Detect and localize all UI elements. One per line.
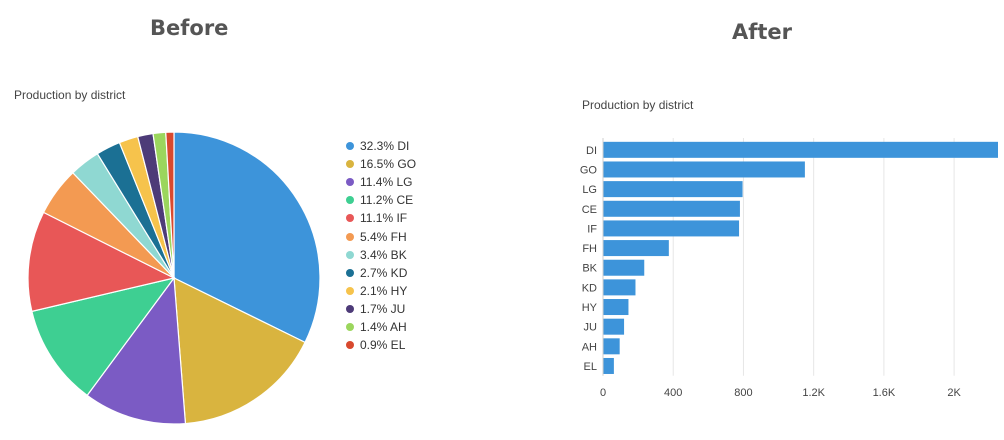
- legend-item-ce: 11.2% CE: [346, 191, 416, 209]
- pie-slice-lg: [86, 276, 187, 425]
- legend-swatch: [346, 341, 354, 350]
- bar-label-fh: FH: [582, 243, 597, 255]
- bar-label-lg: LG: [582, 184, 597, 196]
- bar-label-el: EL: [584, 361, 597, 373]
- legend-item-ju: 1.7% JU: [346, 300, 416, 318]
- bar-el: [603, 357, 614, 374]
- legend-label: 2.1% HY: [360, 283, 408, 298]
- before-heading: Before: [150, 16, 229, 40]
- legend-label: 11.4% LG: [360, 175, 413, 190]
- legend-label: 1.7% JU: [360, 301, 406, 316]
- x-tick-label: 800: [734, 387, 752, 399]
- bar-ce: [603, 200, 740, 217]
- legend-swatch: [346, 250, 354, 259]
- legend-item-go: 16.5% GO: [346, 155, 416, 173]
- bar-ah: [603, 338, 620, 355]
- legend-swatch: [346, 160, 354, 169]
- legend-item-kd: 2.7% KD: [346, 264, 416, 282]
- bar-label-kd: KD: [582, 282, 597, 294]
- legend-swatch: [346, 196, 354, 205]
- legend-item-di: 32.3% DI: [346, 137, 416, 155]
- bar-label-go: GO: [580, 164, 598, 176]
- pie-slice-di: [173, 131, 321, 344]
- x-tick-label: 0: [600, 387, 606, 399]
- pie-slice-go: [173, 276, 306, 425]
- x-tick-label: 2K: [947, 387, 961, 399]
- legend-label: 1.4% AH: [360, 319, 407, 334]
- legend-swatch: [346, 268, 354, 277]
- bar-go: [603, 161, 805, 178]
- legend-label: 32.3% DI: [360, 139, 410, 154]
- pie-legend: 32.3% DI 16.5% GO 11.4% LG 11.2% CE 11.1% IF…: [346, 137, 416, 354]
- bar-label-hy: HY: [582, 302, 598, 314]
- legend-item-el: 0.9% EL: [346, 336, 416, 354]
- bar-label-ju: JU: [584, 322, 598, 334]
- legend-label: 11.2% CE: [360, 193, 414, 208]
- legend-item-hy: 2.1% HY: [346, 282, 416, 300]
- legend-label: 0.9% EL: [360, 338, 406, 353]
- legend-label: 3.4% BK: [360, 247, 407, 262]
- bar-label-ce: CE: [582, 204, 597, 216]
- bar-label-if: IF: [587, 223, 597, 235]
- bar-bk: [603, 259, 645, 276]
- bar-chart-title: Production by district: [582, 98, 694, 112]
- bar-label-ah: AH: [582, 341, 597, 353]
- legend-swatch: [346, 232, 354, 241]
- legend-swatch: [346, 322, 354, 331]
- bar-label-di: DI: [586, 145, 597, 157]
- bar-di: [603, 141, 998, 158]
- bar-label-bk: BK: [582, 263, 597, 275]
- bar-lg: [603, 181, 743, 198]
- legend-label: 5.4% FH: [360, 229, 407, 244]
- pie-slice-ce: [31, 277, 176, 397]
- legend-swatch: [346, 142, 354, 151]
- legend-swatch: [346, 286, 354, 295]
- legend-label: 2.7% KD: [360, 265, 408, 280]
- bar-ju: [603, 318, 625, 335]
- legend-item-fh: 5.4% FH: [346, 227, 416, 245]
- x-tick-label: 1.2K: [802, 387, 825, 399]
- legend-swatch: [346, 304, 354, 313]
- bar-fh: [603, 240, 669, 257]
- pie-slice-if: [27, 211, 176, 313]
- x-tick-label: 400: [664, 387, 682, 399]
- bar-kd: [603, 279, 636, 296]
- bar-hy: [603, 299, 629, 316]
- legend-swatch: [346, 178, 354, 187]
- legend-item-lg: 11.4% LG: [346, 173, 416, 191]
- pie-chart-title: Production by district: [14, 88, 126, 102]
- legend-label: 11.1% IF: [360, 211, 408, 226]
- legend-label: 16.5% GO: [360, 157, 417, 172]
- legend-swatch: [346, 214, 354, 223]
- legend-item-if: 11.1% IF: [346, 209, 416, 227]
- bar-if: [603, 220, 740, 237]
- legend-item-ah: 1.4% AH: [346, 318, 416, 336]
- legend-item-bk: 3.4% BK: [346, 246, 416, 264]
- after-heading: After: [732, 20, 793, 44]
- x-tick-label: 1.6K: [873, 387, 896, 399]
- pie-slice-el: [165, 131, 175, 279]
